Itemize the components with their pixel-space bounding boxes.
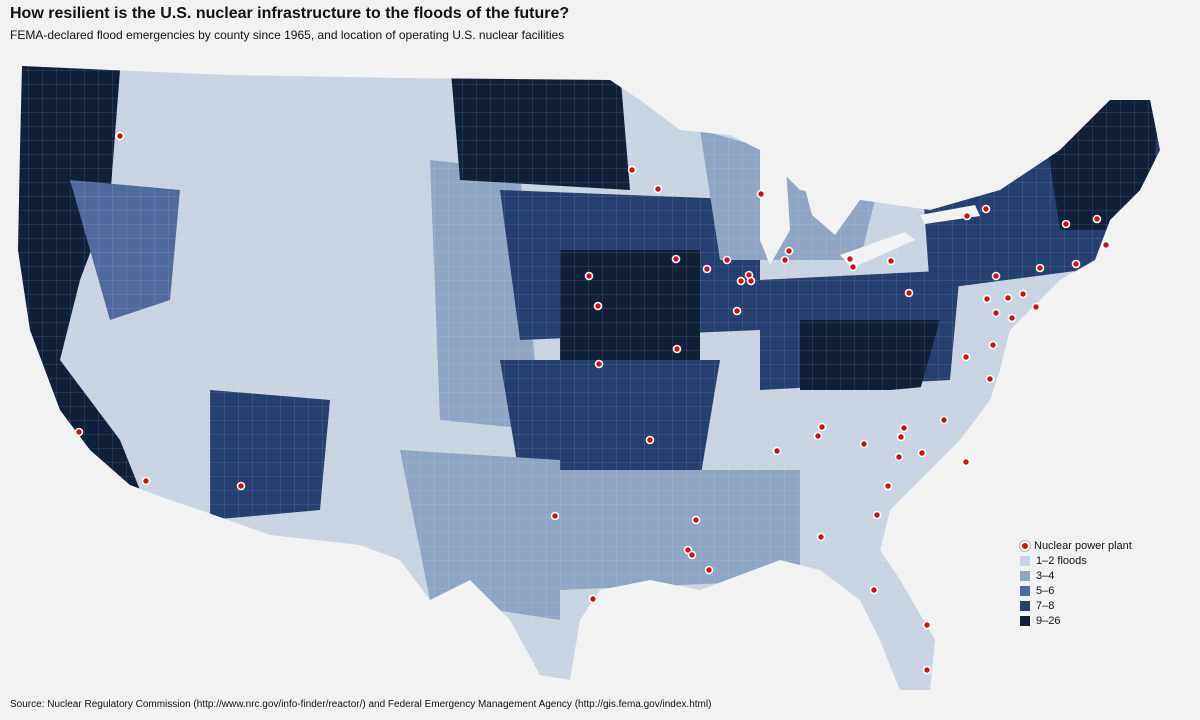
nuclear-plant-marker bbox=[732, 306, 742, 316]
legend-label: 7–8 bbox=[1036, 599, 1055, 612]
nuclear-plant-marker bbox=[550, 511, 560, 521]
nuclear-plant-marker bbox=[985, 374, 995, 384]
legend-item-class-4: 7–8 bbox=[1020, 598, 1132, 613]
lake-superior bbox=[640, 95, 760, 135]
nuclear-plant-marker bbox=[784, 246, 794, 256]
nuclear-plant-marker bbox=[1101, 240, 1111, 250]
nuclear-plant-marker bbox=[691, 515, 701, 525]
legend-swatch bbox=[1020, 555, 1030, 566]
nuclear-plant-marker bbox=[584, 271, 594, 281]
legend-swatch bbox=[1020, 615, 1030, 626]
legend-item-plant: Nuclear power plant bbox=[1020, 538, 1132, 553]
nuclear-plant-marker bbox=[736, 276, 746, 286]
nuclear-plant-marker bbox=[817, 422, 827, 432]
nuclear-plant-marker bbox=[939, 415, 949, 425]
nuclear-plant-marker bbox=[961, 457, 971, 467]
legend-swatch bbox=[1020, 600, 1030, 611]
nuclear-plant-marker bbox=[1018, 289, 1028, 299]
nuclear-plant-marker bbox=[645, 435, 655, 445]
nuclear-plant-marker bbox=[1092, 214, 1102, 224]
nuclear-plant-marker bbox=[899, 423, 909, 433]
nuclear-plant-marker bbox=[988, 340, 998, 350]
nuclear-plant-marker bbox=[593, 301, 603, 311]
nuclear-plant-marker bbox=[1035, 263, 1045, 273]
page-subtitle: FEMA-declared flood emergencies by count… bbox=[10, 28, 565, 42]
nuclear-plant-markers bbox=[74, 131, 1111, 675]
nuclear-plant-marker bbox=[848, 262, 858, 272]
legend-swatch bbox=[1020, 585, 1030, 596]
lake-michigan bbox=[760, 150, 790, 265]
nuclear-plant-marker bbox=[115, 131, 125, 141]
lake-huron bbox=[800, 165, 860, 235]
nuclear-plant-marker bbox=[845, 254, 855, 264]
nuclear-plant-marker bbox=[772, 446, 782, 456]
nuclear-plant-marker bbox=[588, 594, 598, 604]
nuclear-plant-marker bbox=[653, 184, 663, 194]
nuclear-plant-marker bbox=[756, 189, 766, 199]
nuclear-plant-marker bbox=[1061, 219, 1071, 229]
nuclear-plant-marker bbox=[702, 264, 712, 274]
legend-item-class-2: 3–4 bbox=[1020, 568, 1132, 583]
page-title: How resilient is the U.S. nuclear infras… bbox=[10, 5, 570, 22]
nuclear-plant-icon bbox=[1020, 540, 1030, 551]
nuclear-plant-marker bbox=[917, 448, 927, 458]
nuclear-plant-marker bbox=[1003, 293, 1013, 303]
legend-item-class-3: 5–6 bbox=[1020, 583, 1132, 598]
legend: Nuclear power plant 1–2 floods 3–4 5–6 7… bbox=[1020, 538, 1132, 628]
legend-item-class-5: 9–26 bbox=[1020, 613, 1132, 628]
legend-label: 3–4 bbox=[1036, 569, 1055, 582]
nuclear-plant-marker bbox=[922, 665, 932, 675]
legend-label: 1–2 floods bbox=[1036, 554, 1087, 567]
lake-erie bbox=[840, 232, 915, 268]
nuclear-plant-marker bbox=[991, 271, 1001, 281]
nuclear-plant-marker bbox=[671, 254, 681, 264]
nuclear-plant-marker bbox=[687, 550, 697, 560]
nuclear-plant-marker bbox=[886, 256, 896, 266]
nuclear-plant-marker bbox=[141, 476, 151, 486]
nuclear-plant-marker bbox=[627, 165, 637, 175]
lake-ontario bbox=[920, 205, 980, 224]
nuclear-plant-marker bbox=[1031, 302, 1041, 312]
legend-plant-label: Nuclear power plant bbox=[1034, 539, 1132, 552]
nuclear-plant-marker bbox=[722, 255, 732, 265]
nuclear-plant-marker bbox=[1071, 259, 1081, 269]
nuclear-plant-marker bbox=[904, 288, 914, 298]
source-note: Source: Nuclear Regulatory Commission (h… bbox=[10, 699, 712, 710]
legend-swatch bbox=[1020, 570, 1030, 581]
legend-label: 9–26 bbox=[1036, 614, 1061, 627]
nuclear-plant-marker bbox=[962, 211, 972, 221]
nuclear-plant-marker bbox=[859, 439, 869, 449]
nuclear-plant-marker bbox=[991, 308, 1001, 318]
great-lakes-water bbox=[640, 95, 980, 268]
nuclear-plant-marker bbox=[780, 255, 790, 265]
nuclear-plant-marker bbox=[594, 359, 604, 369]
nuclear-plant-marker bbox=[746, 276, 756, 286]
nuclear-plant-marker bbox=[816, 532, 826, 542]
nuclear-plant-marker bbox=[872, 510, 882, 520]
nuclear-plant-marker bbox=[672, 344, 682, 354]
nuclear-plant-marker bbox=[981, 204, 991, 214]
legend-item-class-1: 1–2 floods bbox=[1020, 553, 1132, 568]
nuclear-plant-marker bbox=[982, 294, 992, 304]
nuclear-plant-marker bbox=[1007, 313, 1017, 323]
nuclear-plant-marker bbox=[813, 431, 823, 441]
nuclear-plant-marker bbox=[883, 481, 893, 491]
nuclear-plant-marker bbox=[74, 427, 84, 437]
legend-label: 5–6 bbox=[1036, 584, 1055, 597]
nuclear-plant-marker bbox=[704, 565, 714, 575]
nuclear-plant-marker bbox=[894, 452, 904, 462]
nuclear-plant-marker bbox=[922, 620, 932, 630]
nuclear-plant-marker bbox=[236, 481, 246, 491]
nuclear-plant-marker bbox=[896, 432, 906, 442]
nuclear-plant-marker bbox=[869, 585, 879, 595]
nuclear-plant-marker bbox=[961, 352, 971, 362]
